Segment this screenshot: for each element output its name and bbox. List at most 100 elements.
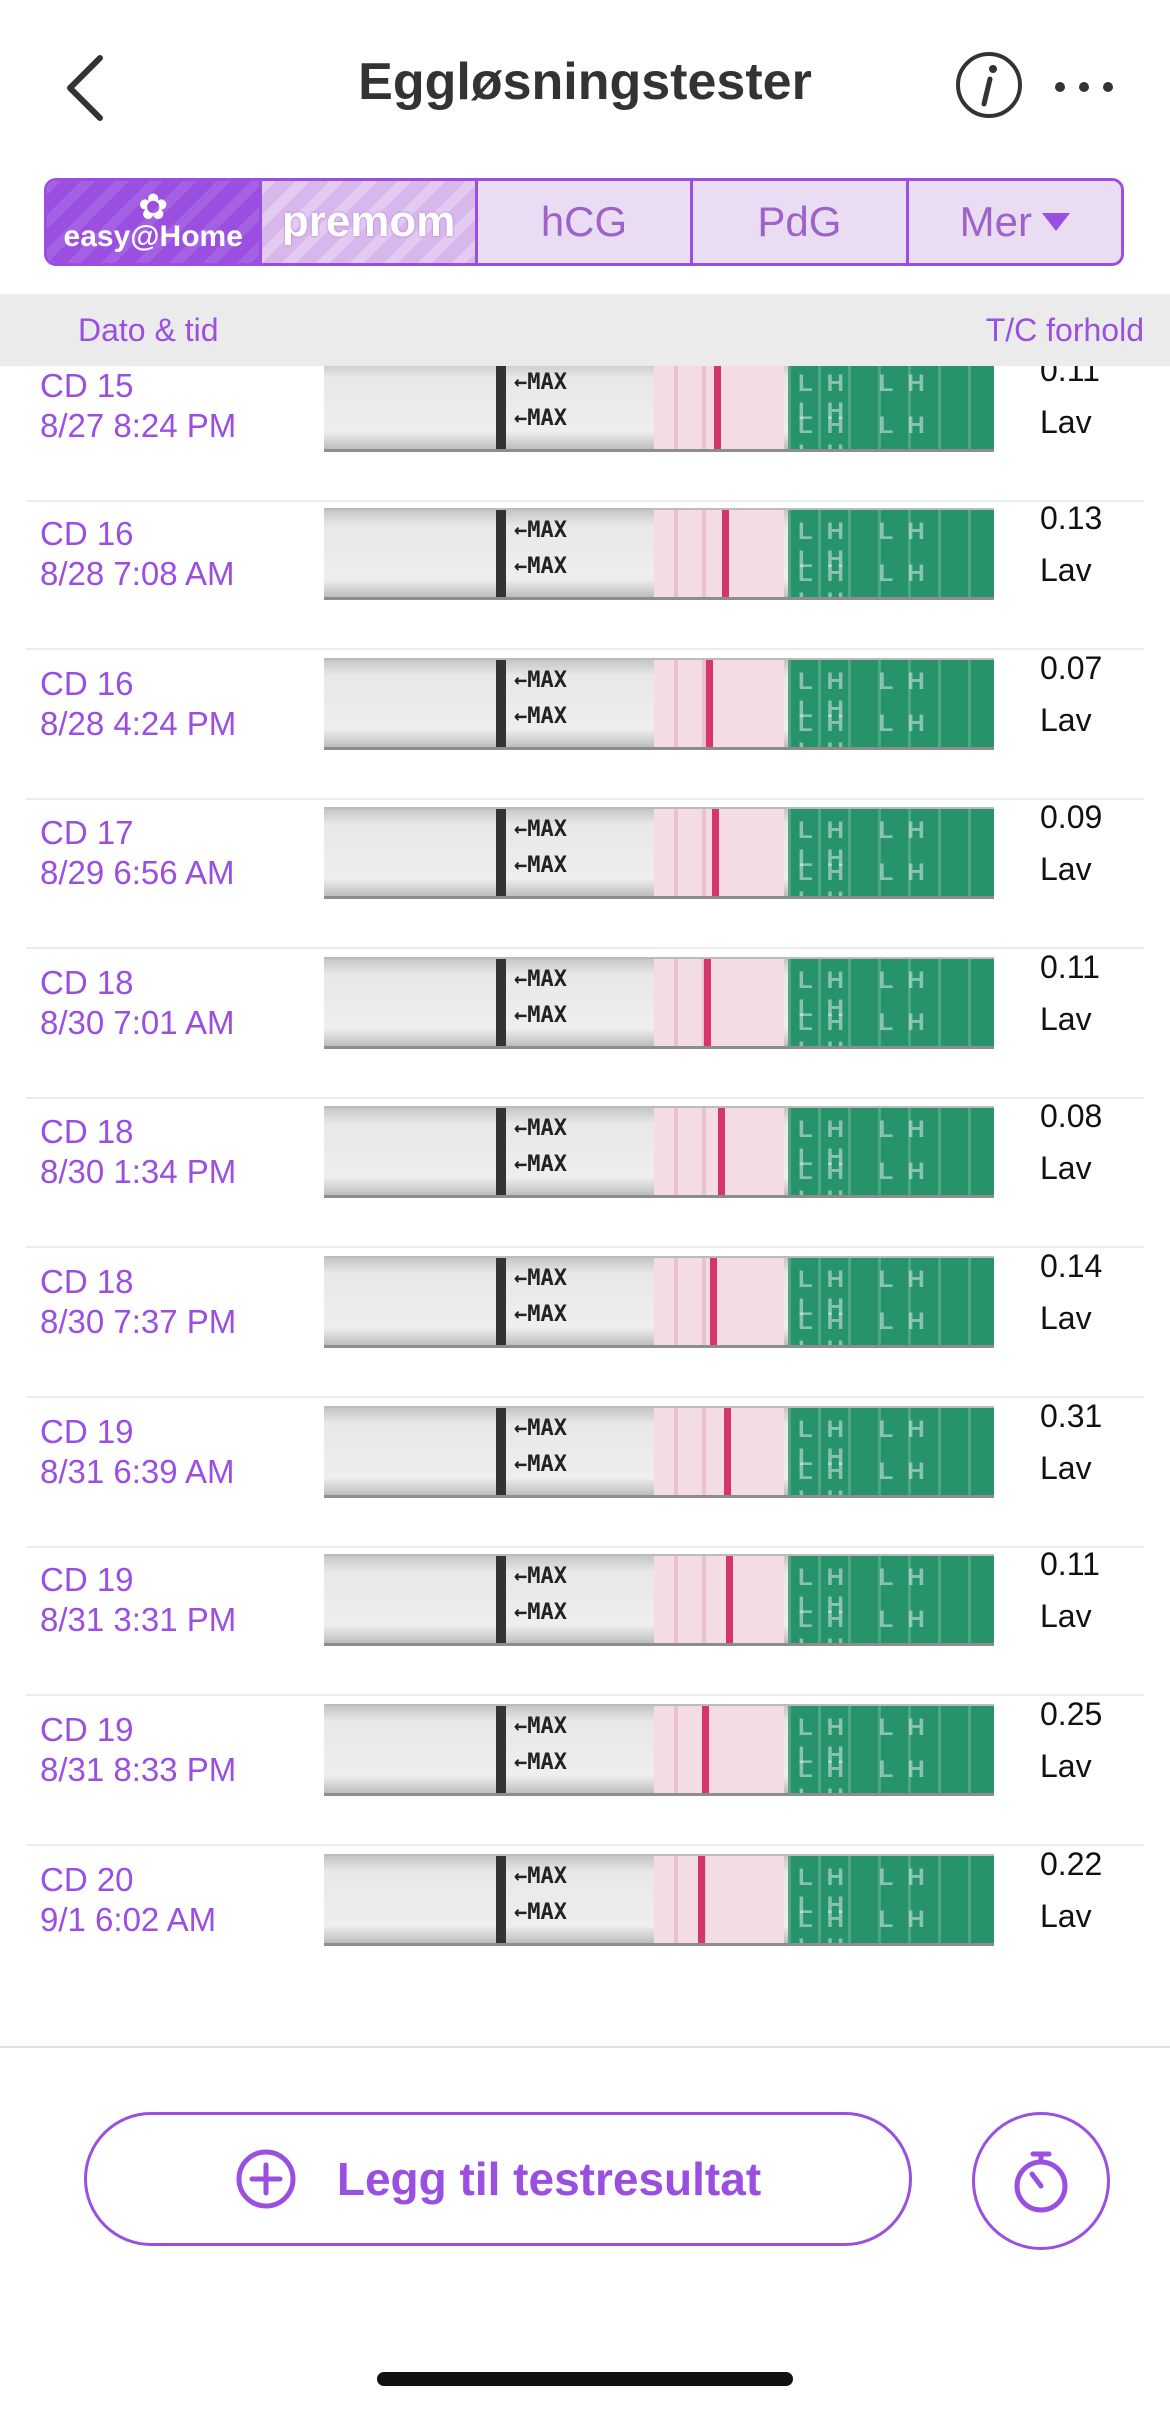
- row-divider: [26, 1546, 1144, 1548]
- row-divider: [26, 1097, 1144, 1099]
- strip-max-label: ←MAX: [514, 1003, 567, 1028]
- strip-lh-label: LH LH LH: [798, 817, 939, 872]
- strip-max-label: ←MAX: [514, 1302, 567, 1327]
- test-datetime: 9/1 6:02 AM: [40, 1901, 217, 1938]
- add-test-result-button[interactable]: Legg til testresultat: [84, 2112, 912, 2246]
- lh-level: Lav: [1040, 1748, 1092, 1784]
- strip-max-bar: [496, 1556, 506, 1643]
- tab-label: Mer: [959, 198, 1032, 245]
- tab-label: easy@Home: [63, 220, 243, 253]
- tab-more[interactable]: Mer: [908, 181, 1121, 263]
- row-divider: [26, 648, 1144, 650]
- strip-max-bar: [496, 959, 506, 1046]
- tab-pdg[interactable]: PdG: [693, 181, 909, 263]
- strip-result-window: [654, 510, 784, 597]
- tab-easyhome[interactable]: ✿ easy@Home: [47, 181, 263, 263]
- strip-max-label: ←MAX: [514, 406, 567, 431]
- tab-label: premom: [281, 197, 456, 246]
- cycle-day: CD 17: [40, 814, 134, 851]
- strip-lh-label: LH LH LH: [798, 710, 939, 747]
- strip-result-window: [654, 809, 784, 896]
- control-line: [712, 809, 719, 896]
- strip-lh-label: LH LH LH: [798, 1416, 939, 1471]
- strip-max-label: ←MAX: [514, 554, 567, 579]
- strip-max-label: ←MAX: [514, 518, 567, 543]
- strip-result-window: [654, 1408, 784, 1495]
- strip-max-bar: [496, 1706, 506, 1793]
- test-date: CD 16 8/28 4:24 PM: [40, 664, 236, 744]
- test-date: CD 19 8/31 3:31 PM: [40, 1560, 236, 1640]
- control-line: [706, 660, 713, 747]
- row-divider: [26, 1694, 1144, 1696]
- lh-level: Lav: [1040, 404, 1092, 440]
- tc-ratio-value: 0.31: [1040, 1398, 1103, 1434]
- tab-premom[interactable]: premom: [262, 181, 478, 263]
- add-test-result-label: Legg til testresultat: [336, 2153, 762, 2205]
- tc-ratio-value: 0.09: [1040, 799, 1103, 835]
- test-datetime: 8/31 3:31 PM: [40, 1601, 237, 1638]
- row-divider: [26, 1396, 1144, 1398]
- strip-lh-label: LH LH LH: [798, 967, 939, 1022]
- cycle-day: CD 16: [40, 515, 134, 552]
- test-datetime: 8/27 8:24 PM: [40, 407, 237, 444]
- tc-ratio-value: 0.07: [1040, 650, 1103, 686]
- back-button[interactable]: [56, 48, 116, 128]
- strip-lh-label: LH LH LH: [798, 1756, 939, 1793]
- strip-max-label: ←MAX: [514, 1900, 567, 1925]
- easyhome-flower-icon: ✿: [138, 186, 169, 227]
- test-datetime: 8/29 6:56 AM: [40, 854, 235, 891]
- strip-max-label: ←MAX: [514, 1714, 567, 1739]
- strip-max-bar: [496, 1258, 506, 1345]
- tc-ratio-value: 0.22: [1040, 1846, 1103, 1882]
- lh-level: Lav: [1040, 851, 1092, 887]
- column-date-time: Dato & tid: [78, 312, 219, 348]
- test-date: CD 19 8/31 8:33 PM: [40, 1710, 236, 1790]
- timer-button[interactable]: [972, 2112, 1110, 2250]
- test-date: CD 19 8/31 6:39 AM: [40, 1412, 234, 1492]
- tab-hcg[interactable]: hCG: [477, 181, 694, 263]
- cycle-day: CD 20: [40, 1861, 134, 1898]
- brand-tab-bar: ✿ easy@Home premom hCG PdG Mer: [44, 178, 1124, 266]
- strip-max-label: ←MAX: [514, 817, 567, 842]
- strip-max-label: ←MAX: [514, 1564, 567, 1589]
- info-icon: [956, 52, 1022, 118]
- strip-max-label: ←MAX: [514, 668, 567, 693]
- test-date: CD 20 9/1 6:02 AM: [40, 1860, 216, 1940]
- strip-max-bar: [496, 1856, 506, 1943]
- strip-result-window: [654, 1108, 784, 1195]
- more-options-button[interactable]: [1052, 62, 1116, 112]
- test-datetime: 8/30 7:01 AM: [40, 1004, 235, 1041]
- control-line: [726, 1556, 733, 1643]
- tc-ratio-value: 0.11: [1040, 949, 1100, 985]
- home-indicator[interactable]: [377, 2372, 793, 2386]
- test-datetime: 8/31 6:39 AM: [40, 1453, 235, 1490]
- info-button[interactable]: [954, 50, 1024, 120]
